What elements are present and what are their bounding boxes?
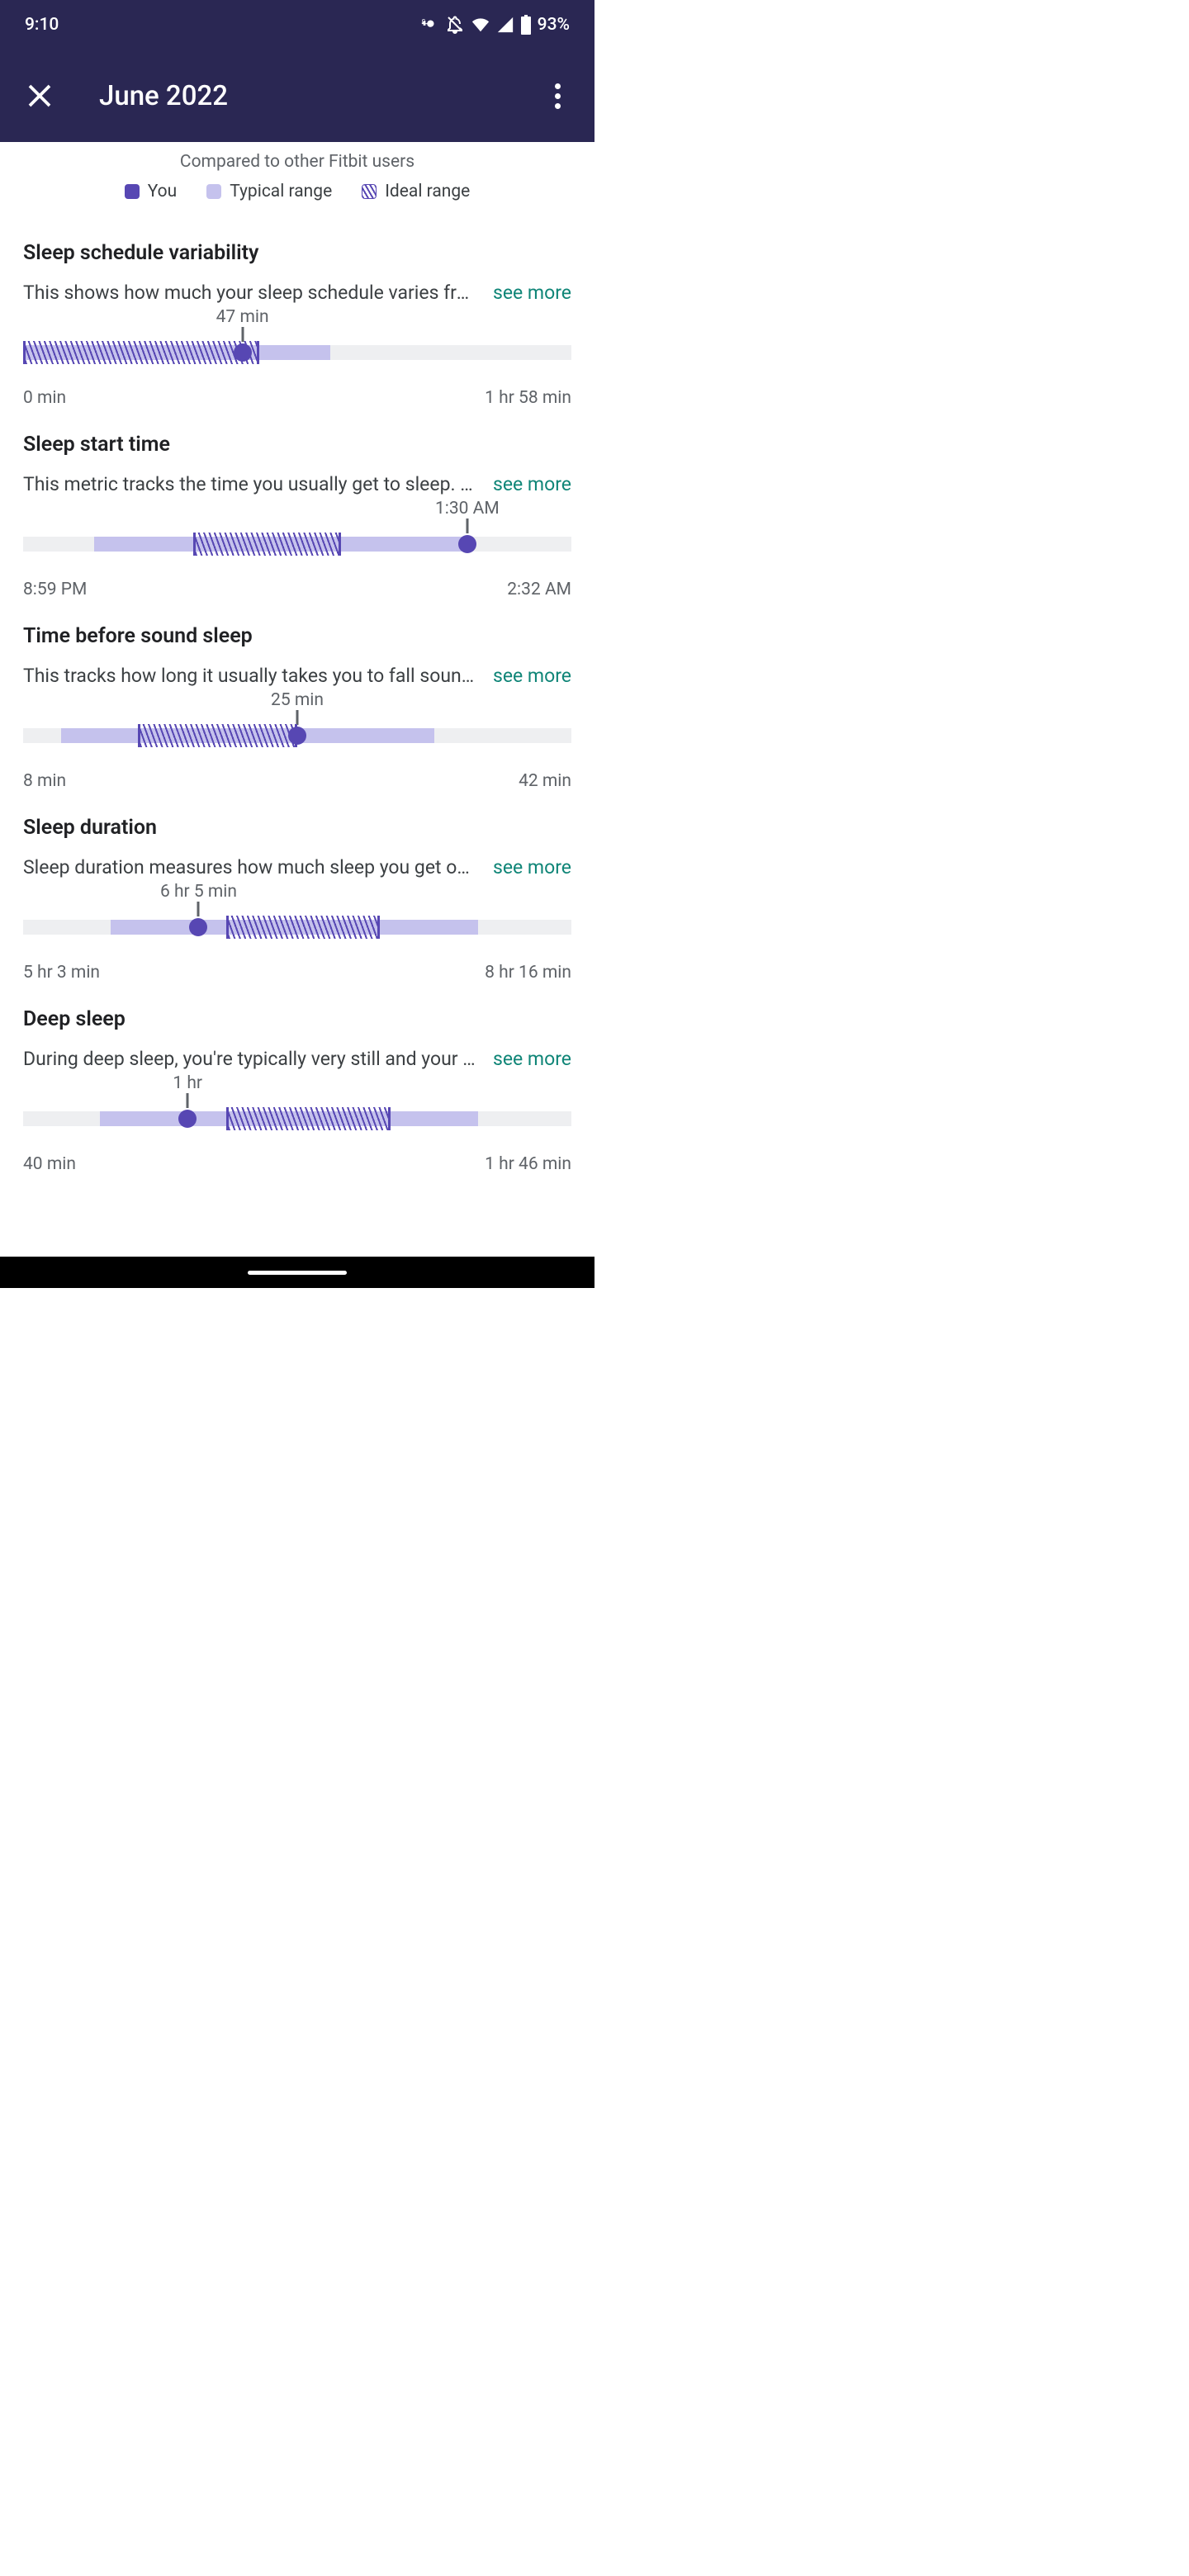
you-value-tick — [466, 519, 468, 533]
metric-description-row: Sleep duration measures how much sleep y… — [23, 856, 571, 878]
ideal-range-bar — [226, 916, 380, 939]
metric-section: Sleep schedule variability This shows ho… — [0, 216, 594, 408]
status-bar: 9:10 G 93% — [0, 0, 594, 50]
legend-ideal: Ideal range — [362, 182, 470, 201]
you-marker — [178, 1110, 197, 1128]
metric-title: Sleep start time — [23, 433, 571, 457]
metric-title: Time before sound sleep — [23, 624, 571, 648]
you-value-tick — [241, 327, 244, 342]
metric-description-row: This tracks how long it usually takes yo… — [23, 665, 571, 687]
axis-max-label: 2:32 AM — [507, 580, 571, 599]
metric-description: During deep sleep, you're typically very… — [23, 1048, 480, 1070]
you-value-label: 1:30 AM — [435, 499, 500, 519]
battery-pct: 93% — [538, 15, 570, 35]
key-icon: G — [419, 16, 440, 34]
legend-you: You — [125, 182, 178, 201]
legend-ideal-label: Ideal range — [385, 182, 470, 201]
metric-chart: 47 min — [23, 337, 571, 386]
axis-min-label: 5 hr 3 min — [23, 963, 100, 983]
navigation-bar — [0, 1257, 594, 1288]
axis-max-label: 42 min — [519, 771, 571, 791]
status-icons: G 93% — [419, 15, 570, 35]
see-more-link[interactable]: see more — [493, 856, 571, 878]
metric-description: Sleep duration measures how much sleep y… — [23, 856, 480, 878]
metric-section: Sleep start time This metric tracks the … — [0, 408, 594, 599]
legend: You Typical range Ideal range — [0, 182, 594, 201]
legend-typical-label: Typical range — [230, 182, 332, 201]
legend-typical: Typical range — [206, 182, 332, 201]
compare-header: Compared to other Fitbit users You Typic… — [0, 142, 594, 216]
axis-labels: 8 min 42 min — [23, 771, 571, 791]
axis-min-label: 8:59 PM — [23, 580, 87, 599]
axis-min-label: 8 min — [23, 771, 66, 791]
legend-you-label: You — [148, 182, 178, 201]
you-marker — [189, 918, 207, 936]
metric-section: Deep sleep During deep sleep, you're typ… — [0, 983, 594, 1174]
axis-max-label: 8 hr 16 min — [485, 963, 571, 983]
you-value-label: 25 min — [271, 690, 324, 710]
ideal-range-bar — [23, 341, 259, 364]
legend-swatch-you — [125, 184, 140, 199]
metric-description-row: This shows how much your sleep schedule … — [23, 282, 571, 304]
axis-max-label: 1 hr 58 min — [485, 388, 571, 408]
metric-description-row: This metric tracks the time you usually … — [23, 473, 571, 495]
metric-chart: 25 min — [23, 720, 571, 769]
axis-labels: 8:59 PM 2:32 AM — [23, 580, 571, 599]
legend-swatch-typical — [206, 184, 221, 199]
axis-labels: 0 min 1 hr 58 min — [23, 388, 571, 408]
legend-swatch-ideal — [362, 184, 377, 199]
you-marker — [458, 535, 476, 553]
axis-labels: 5 hr 3 min 8 hr 16 min — [23, 963, 571, 983]
dnd-icon — [445, 15, 465, 35]
see-more-link[interactable]: see more — [493, 1048, 571, 1070]
metric-description: This tracks how long it usually takes yo… — [23, 665, 480, 687]
metric-title: Sleep schedule variability — [23, 241, 571, 265]
you-value-label: 6 hr 5 min — [160, 882, 237, 902]
metric-section: Time before sound sleep This tracks how … — [0, 599, 594, 791]
you-marker — [288, 727, 306, 745]
you-value-tick — [296, 710, 299, 725]
axis-max-label: 1 hr 46 min — [485, 1154, 571, 1174]
you-marker — [234, 343, 252, 362]
signal-icon — [496, 16, 514, 34]
you-value-label: 1 hr — [173, 1073, 202, 1093]
ideal-range-bar — [138, 724, 297, 747]
compare-subtitle: Compared to other Fitbit users — [0, 152, 594, 172]
metric-description: This shows how much your sleep schedule … — [23, 282, 480, 304]
metric-chart: 6 hr 5 min — [23, 912, 571, 961]
metric-description-row: During deep sleep, you're typically very… — [23, 1048, 571, 1070]
close-icon[interactable] — [25, 81, 54, 111]
app-header: June 2022 — [0, 50, 594, 142]
see-more-link[interactable]: see more — [493, 473, 571, 495]
you-value-label: 47 min — [216, 307, 269, 327]
status-time: 9:10 — [25, 15, 59, 35]
metric-chart: 1 hr — [23, 1103, 571, 1153]
metric-chart: 1:30 AM — [23, 528, 571, 578]
axis-min-label: 0 min — [23, 388, 66, 408]
ideal-range-bar — [193, 533, 341, 556]
metric-title: Deep sleep — [23, 1007, 571, 1031]
battery-icon — [519, 15, 533, 35]
ideal-range-bar — [226, 1107, 391, 1130]
see-more-link[interactable]: see more — [493, 665, 571, 687]
page-title: June 2022 — [99, 80, 545, 112]
metric-title: Sleep duration — [23, 816, 571, 840]
metric-description: This metric tracks the time you usually … — [23, 473, 480, 495]
metric-section: Sleep duration Sleep duration measures h… — [0, 791, 594, 983]
home-pill[interactable] — [248, 1271, 347, 1275]
axis-labels: 40 min 1 hr 46 min — [23, 1154, 571, 1174]
axis-min-label: 40 min — [23, 1154, 76, 1174]
you-value-tick — [197, 902, 200, 916]
overflow-menu-icon[interactable] — [545, 83, 570, 109]
content-area: Compared to other Fitbit users You Typic… — [0, 142, 594, 1257]
see-more-link[interactable]: see more — [493, 282, 571, 304]
you-value-tick — [187, 1093, 189, 1108]
wifi-icon — [470, 16, 491, 34]
